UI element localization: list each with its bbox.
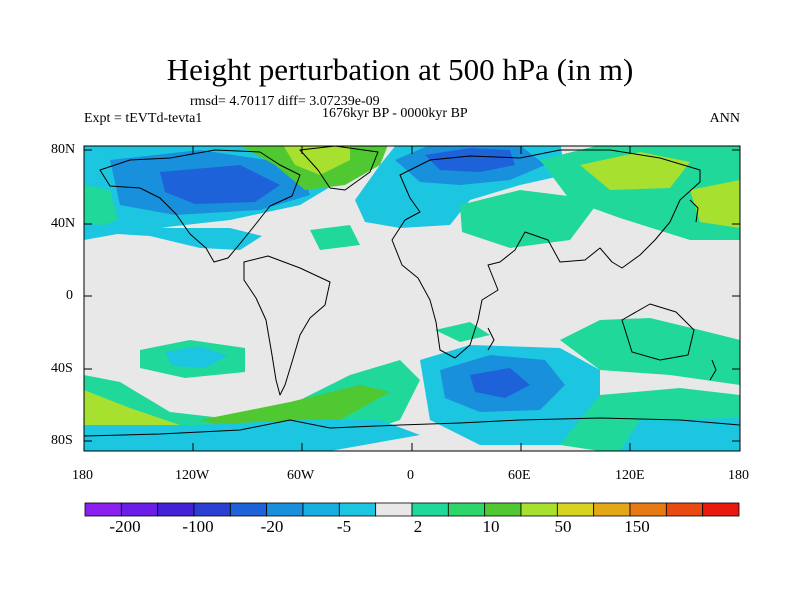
colorbar-label-neg5: -5: [336, 517, 352, 536]
lon-tick-120w: 120W: [175, 468, 210, 483]
lat-tick-80s: 80S: [51, 433, 73, 448]
lon-tick-180e: 180: [728, 468, 749, 483]
contour-south-indian-green: [560, 318, 740, 385]
colorbar-swatch: [484, 502, 522, 517]
colorbar-swatch: [229, 502, 268, 517]
colorbar-label-2: 2: [413, 517, 423, 536]
colorbar-label-150: 150: [624, 517, 650, 536]
contour-tropical-cyan: [84, 224, 262, 250]
colorbar: [84, 502, 740, 517]
contour-greenland-yellow: [283, 146, 350, 175]
colorbar-swatch: [447, 502, 486, 517]
colorbar-swatch: [302, 502, 340, 517]
colorbar-swatch: [120, 502, 159, 517]
coastlines: [84, 146, 740, 437]
season-label: ANN: [709, 111, 740, 126]
lon-tick-120e: 120E: [615, 468, 645, 483]
australia-coast: [621, 303, 695, 361]
axis-ticks: [83, 146, 741, 451]
colorbar-label-neg100: -100: [182, 517, 214, 536]
lat-tick-80n: 80N: [51, 142, 76, 157]
contour-nw-edge-green: [84, 185, 118, 232]
antarctica-coast: [84, 417, 740, 437]
contour-europe-deep-blue: [425, 148, 515, 172]
contour-atlantic-green: [460, 190, 600, 248]
colorbar-swatch: [84, 502, 122, 517]
colorbar-swatch: [593, 502, 631, 517]
colorbar-swatch: [665, 502, 704, 517]
experiment-label: Expt = tEVTd-tevta1: [84, 111, 203, 126]
colorbar-swatch: [375, 502, 413, 517]
madagascar-coast: [487, 327, 495, 351]
contour-mid-atlantic-green: [310, 225, 360, 250]
colorbar-label-10: 10: [482, 517, 500, 536]
lat-tick-0: 0: [66, 288, 73, 303]
colorbar-swatch: [556, 502, 595, 517]
north-america-coast: [99, 149, 301, 263]
colorbar-swatch: [157, 502, 195, 517]
colorbar-swatch: [520, 502, 558, 517]
lat-tick-40s: 40S: [51, 361, 73, 376]
lon-tick-60w: 60W: [287, 468, 315, 483]
chart-title: Height perturbation at 500 hPa (in m): [166, 52, 634, 87]
period-label: 1676kyr BP - 0000kyr BP: [322, 106, 468, 121]
greenland-coast: [299, 146, 379, 191]
colorbar-swatch: [702, 502, 740, 517]
japan-coast: [689, 199, 699, 223]
contour-south-east-cyan: [620, 418, 740, 451]
contour-field: [84, 146, 740, 451]
contour-south-pacific-cyan: [165, 346, 228, 368]
contour-north-america-deep-blue: [160, 165, 280, 204]
south-america-coast: [243, 255, 331, 396]
contour-pacific-east-yellow-green: [690, 180, 740, 228]
contour-south-atlantic-deep-blue: [470, 368, 530, 398]
lon-tick-60e: 60E: [508, 468, 531, 483]
stats-text: rmsd= 4.70117 diff= 3.07239e-09: [190, 94, 380, 109]
colorbar-swatch: [411, 502, 449, 517]
colorbar-swatch: [266, 502, 304, 517]
contour-asia-yellow-green: [580, 152, 690, 190]
lon-tick-180w: 180: [72, 468, 93, 483]
colorbar-swatch: [338, 502, 377, 517]
lon-tick-0: 0: [407, 468, 414, 483]
colorbar-label-neg200: -200: [109, 517, 141, 536]
colorbar-label-neg20: -20: [260, 517, 284, 536]
colorbar-swatch: [193, 502, 231, 517]
new-zealand-coast: [709, 359, 717, 381]
lat-tick-40n: 40N: [51, 216, 76, 231]
colorbar-label-50: 50: [554, 517, 572, 536]
eurasia-africa-coast: [391, 149, 701, 359]
colorbar-swatch: [629, 502, 667, 517]
